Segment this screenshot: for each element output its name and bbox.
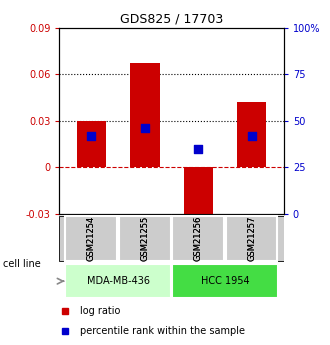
Text: log ratio: log ratio <box>80 306 120 315</box>
Bar <box>59 216 284 262</box>
Bar <box>172 216 224 262</box>
Bar <box>237 216 266 262</box>
Bar <box>183 167 213 222</box>
Text: GSM21254: GSM21254 <box>87 216 96 261</box>
Text: GSM21257: GSM21257 <box>247 216 256 261</box>
Text: MDA-MB-436: MDA-MB-436 <box>87 276 150 286</box>
Text: HCC 1954: HCC 1954 <box>201 276 249 286</box>
Point <box>249 133 254 138</box>
Text: percentile rank within the sample: percentile rank within the sample <box>80 326 245 336</box>
Point <box>196 146 201 151</box>
Text: GSM21256: GSM21256 <box>194 216 203 261</box>
Text: GSM21255: GSM21255 <box>140 216 149 261</box>
Bar <box>226 216 278 262</box>
Bar <box>119 216 171 262</box>
Text: GSM21255: GSM21255 <box>140 216 149 261</box>
Bar <box>77 121 106 167</box>
Text: GSM21256: GSM21256 <box>194 216 203 261</box>
Bar <box>65 264 171 298</box>
Bar <box>77 216 106 262</box>
Text: GSM21257: GSM21257 <box>247 216 256 261</box>
Bar <box>237 102 266 167</box>
Point <box>89 133 94 138</box>
Point <box>142 126 148 131</box>
Text: cell line: cell line <box>3 259 41 269</box>
Bar <box>172 264 278 298</box>
Bar <box>130 216 160 262</box>
Title: GDS825 / 17703: GDS825 / 17703 <box>120 12 223 25</box>
Bar <box>183 216 213 262</box>
Text: GSM21254: GSM21254 <box>87 216 96 261</box>
Bar <box>130 63 160 167</box>
Bar <box>65 216 117 262</box>
